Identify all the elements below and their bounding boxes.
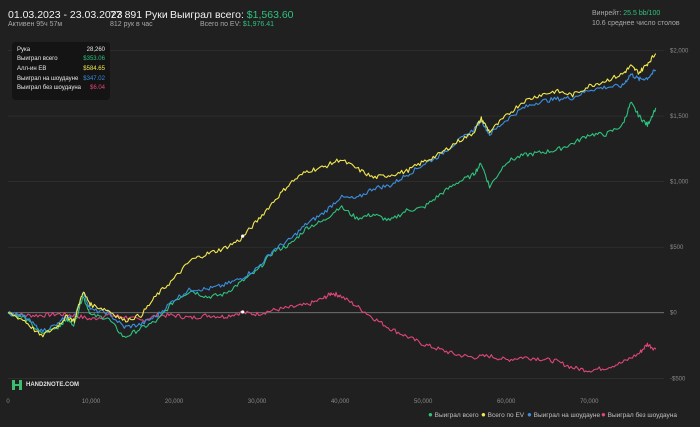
date-range[interactable]: 01.03.2023 - 23.03.2023 bbox=[8, 9, 123, 21]
legend-item-ev[interactable]: ● Всего по EV bbox=[481, 410, 524, 419]
tooltip-value: $6.04 bbox=[89, 85, 105, 92]
legend-dot-icon: ● bbox=[601, 410, 606, 419]
tooltip-value: $584.65 bbox=[83, 65, 105, 72]
won-total: Выиграл всего: $1,563.60 bbox=[170, 9, 294, 21]
legend-dot-icon: ● bbox=[428, 410, 433, 419]
hands-per-hour: 812 рук в час bbox=[110, 21, 153, 28]
series-line-3 bbox=[7, 291, 657, 373]
legend-dot-icon: ● bbox=[481, 410, 486, 419]
winrate-value: 25.5 bb/100 bbox=[623, 10, 661, 17]
y-tick-label: $0 bbox=[670, 311, 677, 317]
active-time: Активен 95ч 57м bbox=[8, 21, 63, 28]
tooltip-row-hand: Рука 28,260 bbox=[17, 45, 105, 55]
tooltip-value: $353.06 bbox=[83, 56, 105, 63]
x-tick-label: 10,000 bbox=[82, 399, 101, 405]
winrate: Винрейт: 25.5 bb/100 bbox=[592, 10, 660, 17]
ev-total: Всего по EV: $1,976.41 bbox=[200, 21, 274, 28]
won-total-label: Выиграл всего: bbox=[170, 9, 244, 21]
tooltip-label: Алл-ин EB bbox=[17, 65, 47, 72]
x-tick-label: 50,000 bbox=[414, 399, 433, 405]
legend-item-won[interactable]: ● Выиграл всего bbox=[428, 410, 479, 419]
tooltip-label: Выиграл всего bbox=[17, 56, 58, 63]
x-tick-label: 70,000 bbox=[580, 399, 599, 405]
legend-label: Всего по EV bbox=[487, 412, 525, 419]
hover-marker bbox=[241, 310, 245, 314]
hands-count: 77 891 Руки bbox=[110, 9, 168, 21]
avg-tables: 10.6 среднее число столов bbox=[592, 20, 680, 27]
hover-tooltip: Рука 28,260 Выиграл всего $353.06 Алл-ин E… bbox=[12, 42, 110, 100]
legend-label: Выиграл всего bbox=[434, 412, 479, 419]
won-total-value: $1,563.60 bbox=[246, 9, 294, 21]
series-line-2 bbox=[7, 69, 657, 333]
series-line-1 bbox=[7, 53, 657, 338]
tooltip-row-nsd: Выиграл без шоудауна $6.04 bbox=[17, 83, 105, 93]
x-tick-label: 60,000 bbox=[497, 399, 516, 405]
y-tick-label: $500 bbox=[670, 245, 684, 251]
tooltip-value: 28,260 bbox=[86, 46, 105, 53]
legend-item-sd[interactable]: ● Выиграл на шоудауне bbox=[527, 410, 600, 419]
tooltip-value: $347.02 bbox=[83, 75, 105, 82]
tooltip-row-sd: Выиграл на шоудауне $347.02 bbox=[17, 74, 105, 84]
ev-total-label: Всего по EV: bbox=[200, 21, 241, 28]
y-tick-label: $1,000 bbox=[670, 180, 689, 186]
y-tick-label: -$500 bbox=[670, 376, 686, 382]
legend-dot-icon: ● bbox=[527, 410, 532, 419]
legend-item-nsd[interactable]: ● Выиграл без шоудауна bbox=[601, 410, 677, 419]
legend-label: Выиграл на шоудауне bbox=[533, 412, 601, 419]
x-tick-label: 0 bbox=[6, 399, 10, 405]
logo: HAND2NOTE.COM bbox=[12, 380, 79, 390]
tooltip-row-ev: Алл-ин EB $584.65 bbox=[17, 64, 105, 74]
x-tick-label: 30,000 bbox=[248, 399, 267, 405]
ev-total-value: $1,976.41 bbox=[242, 21, 275, 28]
x-tick-label: 40,000 bbox=[331, 399, 350, 405]
y-tick-label: $2,000 bbox=[670, 48, 689, 54]
y-tick-label: $1,500 bbox=[670, 114, 689, 120]
logo-text: HAND2NOTE.COM bbox=[26, 382, 80, 388]
hover-marker bbox=[241, 234, 245, 238]
tooltip-row-won: Выиграл всего $353.06 bbox=[17, 55, 105, 65]
tooltip-label: Рука bbox=[17, 46, 31, 53]
logo-icon bbox=[12, 380, 22, 390]
tooltip-label: Выиграл без шоудауна bbox=[17, 85, 81, 92]
tooltip-label: Выиграл на шоудауне bbox=[17, 75, 79, 82]
series-line-0 bbox=[7, 101, 657, 338]
legend-label: Выиграл без шоудауна bbox=[607, 412, 677, 419]
winrate-label: Винрейт: bbox=[592, 10, 622, 17]
x-tick-label: 20,000 bbox=[165, 399, 184, 405]
